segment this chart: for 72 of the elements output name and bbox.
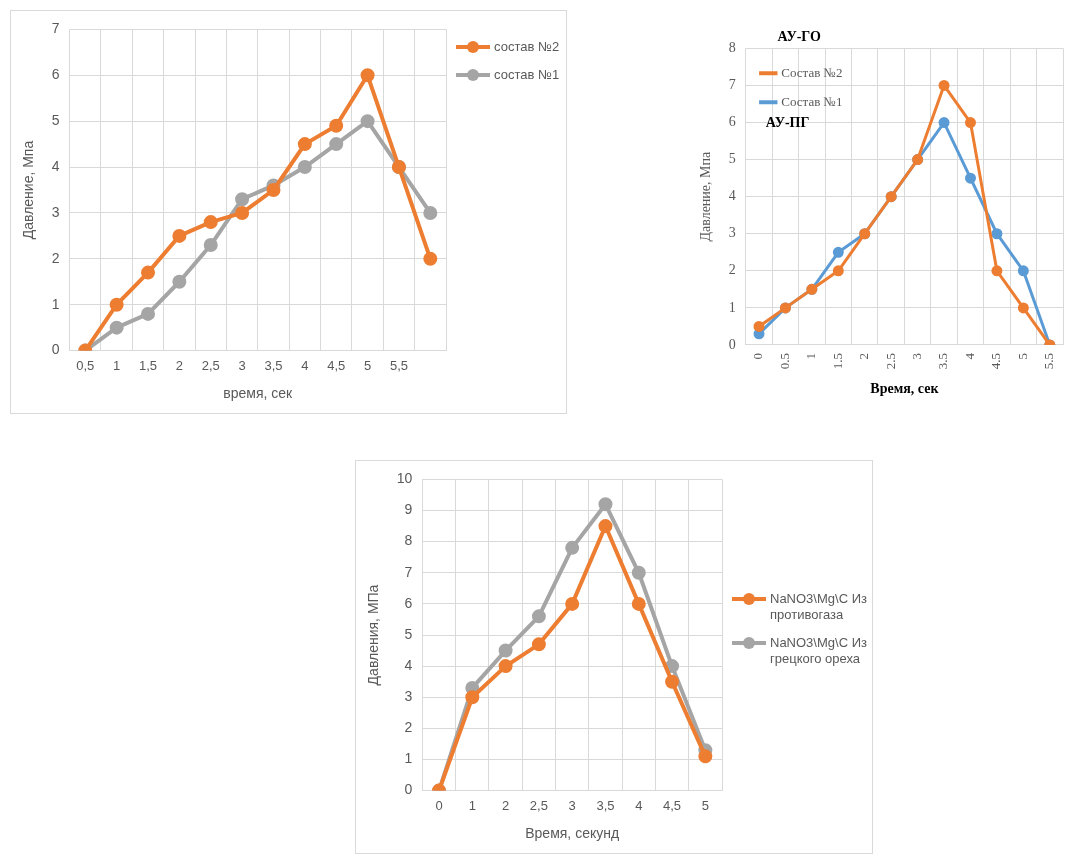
- x-tick-label: 0: [750, 352, 766, 360]
- legend-label: Состав №2: [781, 64, 843, 80]
- x-tick-label: 0,5: [76, 357, 95, 373]
- x-tick-label: 3.5: [935, 352, 951, 370]
- y-axis-title: Давления, МПа: [365, 584, 382, 686]
- y-tick-label: 8: [728, 40, 736, 56]
- x-tick-label: 2: [175, 357, 183, 373]
- x-tick-label: 5: [363, 357, 372, 373]
- annotation: АУ-ПГ: [765, 115, 810, 131]
- x-tick-label: 3: [568, 797, 576, 813]
- x-tick-label: 5,5: [389, 357, 408, 373]
- y-tick-label: 8: [404, 532, 413, 549]
- y-tick-label: 9: [404, 501, 413, 518]
- x-tick-label: 1: [113, 357, 121, 373]
- y-tick-label: 7: [404, 563, 413, 580]
- y-tick-label: 0: [404, 781, 413, 798]
- legend-label: состав №2: [494, 39, 560, 56]
- x-tick-label: 2.5: [882, 352, 898, 370]
- x-tick-label: 0: [435, 797, 443, 813]
- legend-label: NaNO3\Mg\C Из противогаза: [770, 591, 868, 623]
- y-tick-label: 7: [728, 77, 736, 93]
- x-axis-title: Время, сек: [870, 381, 940, 397]
- x-tick-label: 3,5: [264, 357, 283, 373]
- y-tick-label: 5: [728, 151, 736, 167]
- x-tick-label: 2,5: [201, 357, 220, 373]
- x-tick-label: 1,5: [138, 357, 158, 373]
- y-tick-label: 5: [51, 112, 60, 129]
- y-tick-label: 1: [728, 299, 736, 315]
- x-tick-label: 3,5: [596, 797, 615, 813]
- x-tick-label: 4.5: [988, 352, 1004, 370]
- y-tick-label: 3: [404, 688, 413, 705]
- x-tick-label: 0.5: [776, 352, 792, 370]
- x-tick-label: 5.5: [1041, 352, 1057, 370]
- x-axis-title: время, сек: [223, 385, 294, 402]
- x-tick-label: 4: [635, 797, 643, 813]
- x-tick-label: 4: [301, 357, 309, 373]
- x-tick-label: 3: [909, 352, 925, 360]
- text: АУ-ГО: [777, 28, 821, 44]
- y-tick-label: 6: [51, 66, 60, 83]
- y-tick-label: 4: [728, 188, 736, 204]
- y-tick-label: 4: [51, 157, 60, 174]
- x-tick-label: 5: [701, 797, 709, 813]
- y-tick-label: 2: [404, 719, 413, 736]
- y-tick-label: 3: [51, 203, 60, 220]
- legend-label: Состав №1: [781, 93, 843, 109]
- y-tick-label: 4: [404, 656, 413, 673]
- y-tick-label: 6: [404, 594, 413, 611]
- x-tick-label: 2: [501, 797, 510, 813]
- x-tick-label: 1: [468, 797, 476, 813]
- legend-label: NaNO3\Mg\C Из грецкого ореха: [770, 635, 868, 667]
- y-tick-label: 5: [404, 625, 413, 642]
- x-tick-label: 4: [961, 352, 977, 360]
- x-tick-label: 4,5: [663, 797, 682, 813]
- x-tick-label: 5: [1014, 352, 1030, 360]
- y-axis-title: Давление, Мпа: [698, 151, 714, 242]
- x-tick-label: 1: [803, 352, 819, 360]
- y-tick-label: 7: [51, 20, 60, 37]
- y-tick-label: 1: [51, 295, 60, 312]
- y-tick-label: 10: [396, 470, 413, 487]
- x-tick-label: 3: [238, 357, 246, 373]
- x-tick-label: 4,5: [327, 357, 346, 373]
- y-tick-label: 2: [728, 262, 736, 278]
- y-tick-label: 3: [728, 225, 736, 241]
- x-tick-label: 1.5: [829, 352, 845, 370]
- x-tick-label: 2,5: [529, 797, 548, 813]
- x-tick-label: 2: [856, 352, 872, 360]
- y-tick-label: 6: [728, 114, 736, 130]
- x-axis-title: Время, секунд: [525, 825, 620, 842]
- legend-label: состав №1: [494, 67, 560, 84]
- y-tick-label: 1: [404, 750, 413, 767]
- y-axis-title: Давление, Мпа: [20, 140, 37, 240]
- y-tick-label: 2: [51, 249, 60, 266]
